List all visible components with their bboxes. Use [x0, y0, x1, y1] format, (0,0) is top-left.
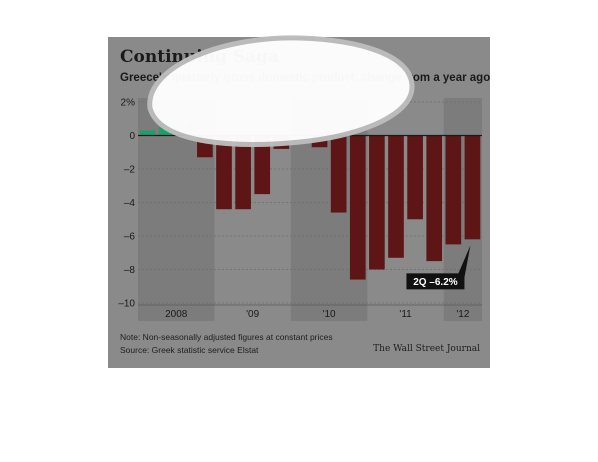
bar — [139, 130, 156, 136]
y-tick-label: 2% — [121, 98, 136, 109]
y-tick-label: –2 — [124, 165, 136, 176]
bar — [426, 135, 443, 262]
bar — [388, 135, 404, 258]
callout-label: 2Q –6.2% — [413, 277, 458, 288]
publisher-credit: The Wall Street Journal — [373, 344, 480, 354]
bar — [254, 135, 271, 195]
bar-chart: 2% 0 –2 –4 –6 –8 –10 2008 '09 '10 '11 '12 0 2Q –6.2% — [118, 98, 482, 321]
bar — [216, 135, 232, 210]
bar — [369, 135, 385, 270]
x-tick-label: '11 — [399, 309, 412, 320]
bar — [407, 135, 423, 220]
x-tick-label: '09 — [246, 309, 259, 320]
y-tick-label: –10 — [118, 299, 135, 310]
x-tick-label: '12 — [456, 309, 469, 320]
chart-title: Continuing Saga — [120, 47, 280, 67]
callout-pointer — [458, 245, 471, 278]
bar — [311, 135, 328, 148]
y-tick-label: –8 — [124, 265, 136, 276]
bar — [445, 135, 462, 245]
y-tick-label: –6 — [124, 232, 136, 243]
x-tick-label: 2008 — [165, 309, 188, 320]
y-tick-label: –4 — [124, 198, 136, 209]
bar — [349, 135, 366, 280]
footnote: Note: Non-seasonally adjusted figures at… — [120, 332, 333, 342]
bar — [235, 135, 251, 210]
data-label: 0 — [187, 123, 193, 134]
bar — [158, 127, 175, 136]
source-note: Source: Greek statistic service Elstat — [120, 345, 259, 355]
x-tick-label: '10 — [323, 309, 336, 320]
bar — [273, 135, 290, 149]
y-tick-label: 0 — [129, 131, 135, 142]
bar — [330, 135, 347, 213]
bar — [197, 135, 213, 158]
bar — [464, 135, 481, 240]
bar — [292, 128, 309, 136]
chart-subtitle: Greece's quarterly gross domestic produc… — [120, 72, 490, 84]
callout-box — [406, 273, 465, 290]
chart-card: 2% 0 –2 –4 –6 –8 –10 2008'09'10'11'12 0 2Q –6.2% … — [108, 37, 490, 368]
